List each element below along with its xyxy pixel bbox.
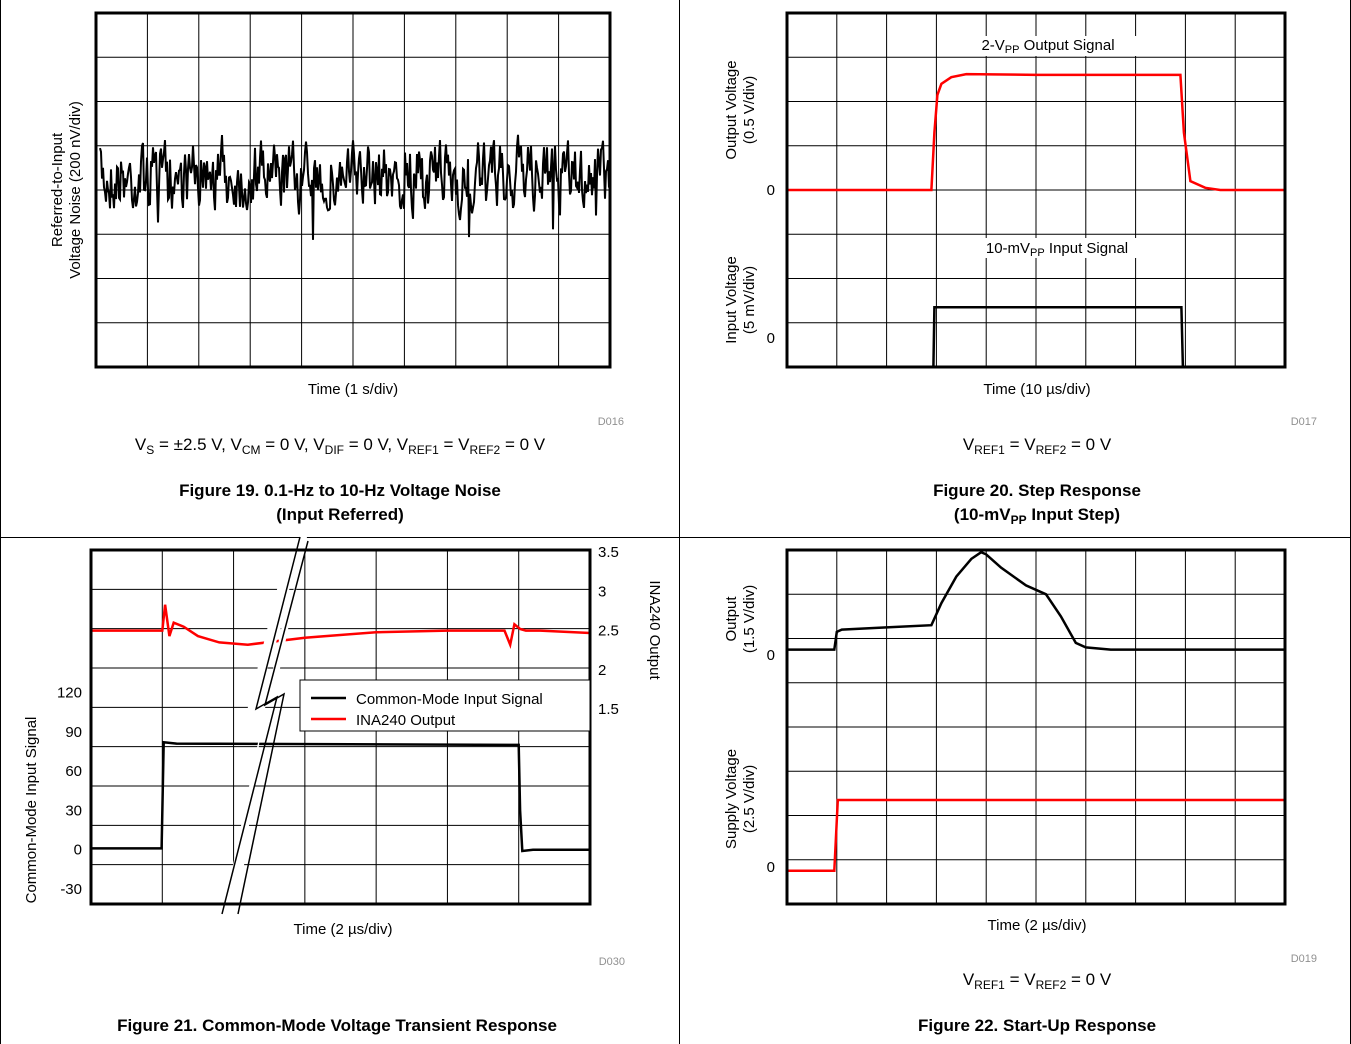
left-y-tick-label: 60 — [65, 763, 82, 780]
figure-code: D030 — [599, 956, 625, 968]
plot-frame — [785, 548, 1287, 906]
output-trace — [787, 550, 1285, 651]
x-axis-label: Time (1 s/div) — [308, 381, 398, 398]
upper-y-label-line1: Output Voltage — [723, 60, 740, 159]
upper-zero-tick: 0 — [767, 182, 775, 199]
grid-divider-vertical — [679, 0, 680, 1044]
lower-y-label-line1: Input Voltage — [723, 256, 740, 344]
axis-break-symbol — [221, 536, 309, 915]
lower-annotation-mask — [959, 238, 1155, 258]
ina240-output-trace — [91, 604, 591, 650]
lower-annotation: 10-mVPP Input Signal — [986, 240, 1128, 259]
figure-code: D019 — [1291, 953, 1317, 965]
figure-21-chart: Common-Mode Input Signal INA240 Output 1… — [23, 536, 663, 1035]
left-y-tick-label: -30 — [60, 881, 82, 898]
plot-frame — [94, 11, 612, 369]
figure-19-chart: Referred-to-Input Voltage Noise (200 nV/… — [49, 11, 624, 524]
figure-20-panel: 2-VPP Output Signal 10-mVPP Input Signal… — [679, 0, 1351, 537]
right-y-tick-label: 2.5 — [598, 623, 619, 640]
left-y-tick-label: 30 — [65, 802, 82, 819]
right-y-tick-label: 1.5 — [598, 701, 619, 718]
right-y-tick-label: 2 — [598, 662, 606, 679]
lower-y-label-line2: (2.5 V/div) — [741, 765, 758, 833]
figure-22-chart: Output (1.5 V/div) Supply Voltage (2.5 V… — [723, 548, 1317, 1035]
lower-y-label-line1: Supply Voltage — [723, 749, 740, 849]
right-y-tick-label: 3 — [598, 583, 606, 600]
left-y-tick-label: 0 — [74, 842, 82, 859]
lower-y-label-line2: (5 mV/div) — [741, 266, 758, 334]
left-y-tick-label: 120 — [57, 685, 82, 702]
left-border — [0, 0, 1, 1044]
figure-caption-line1: Figure 20. Step Response — [933, 481, 1141, 500]
x-axis-label: Time (10 µs/div) — [983, 381, 1090, 398]
figure-20-chart: 2-VPP Output Signal 10-mVPP Input Signal… — [723, 11, 1317, 527]
y-axis-label-line1: Referred-to-Input — [49, 132, 66, 247]
figure-caption: Figure 22. Start-Up Response — [918, 1016, 1156, 1035]
test-condition: VS = ±2.5 V, VCM = 0 V, VDIF = 0 V, VREF… — [135, 435, 546, 457]
upper-y-label-line2: (0.5 V/div) — [741, 76, 758, 144]
y-axis-label: Common-Mode Input Signal — [23, 717, 40, 904]
left-y-ticks: 120 90 60 30 0 -30 — [57, 685, 82, 899]
figure-caption: Figure 21. Common-Mode Voltage Transient… — [117, 1016, 557, 1035]
upper-y-label-line2: (1.5 V/div) — [741, 585, 758, 653]
figure-caption-line1: Figure 19. 0.1-Hz to 10-Hz Voltage Noise — [179, 481, 501, 500]
legend-label-common-mode: Common-Mode Input Signal — [356, 691, 543, 708]
x-axis-label: Time (2 µs/div) — [988, 917, 1087, 934]
plot-frame — [785, 11, 1287, 369]
upper-annotation-mask — [959, 36, 1141, 56]
test-condition: VREF1 = VREF2 = 0 V — [963, 970, 1112, 992]
y2-axis-label: INA240 Output — [646, 580, 663, 680]
x-axis-label: Time (2 µs/div) — [294, 921, 393, 938]
upper-y-label-line1: Output — [723, 596, 740, 642]
supply-voltage-trace — [787, 798, 1285, 873]
legend-label-ina240: INA240 Output — [356, 712, 456, 729]
legend: Common-Mode Input Signal INA240 Output — [299, 679, 591, 732]
axis-break-mask — [223, 537, 307, 914]
right-y-ticks: 3.5 3 2.5 2 1.5 — [598, 544, 619, 718]
upper-annotation: 2-VPP Output Signal — [981, 37, 1114, 56]
figure-caption-line2: (10-mVPP Input Step) — [954, 505, 1120, 527]
grid-divider-horizontal — [0, 537, 1351, 538]
left-y-tick-label: 90 — [65, 724, 82, 741]
right-y-tick-label: 3.5 — [598, 544, 619, 561]
lower-zero-tick: 0 — [767, 330, 775, 347]
output-signal-trace — [787, 72, 1285, 192]
upper-zero-tick: 0 — [767, 647, 775, 664]
figure-22-panel: Output (1.5 V/div) Supply Voltage (2.5 V… — [679, 537, 1351, 1044]
common-mode-input-trace — [91, 740, 590, 853]
figure-21-panel: Common-Mode Input Signal INA240 Output 1… — [0, 536, 679, 1044]
figure-caption-line2: (Input Referred) — [276, 505, 404, 524]
figure-code: D017 — [1291, 416, 1317, 428]
legend-box — [299, 679, 591, 732]
noise-trace — [99, 134, 610, 240]
y-axis-label-line2: Voltage Noise (200 nV/div) — [67, 101, 84, 279]
lower-zero-tick: 0 — [767, 859, 775, 876]
figure-code: D016 — [598, 416, 624, 428]
figure-19-panel: Referred-to-Input Voltage Noise (200 nV/… — [0, 0, 679, 537]
test-condition: VREF1 = VREF2 = 0 V — [963, 435, 1112, 457]
